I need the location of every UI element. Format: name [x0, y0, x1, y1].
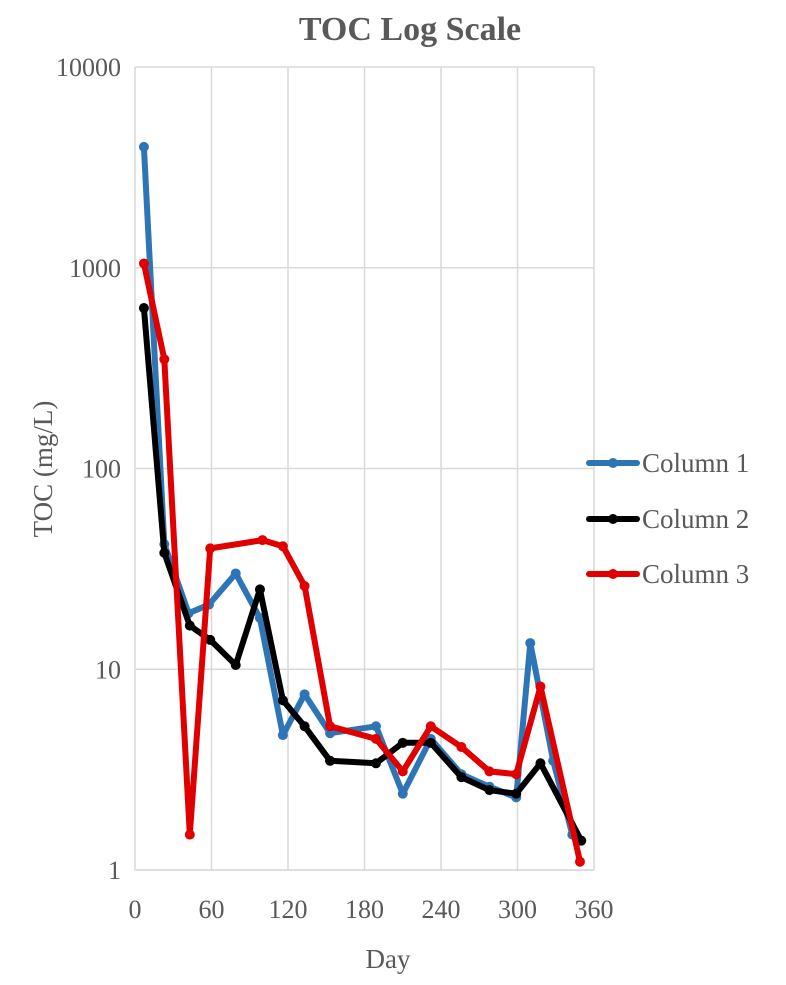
data-point: [397, 766, 408, 777]
data-point: [325, 728, 336, 739]
data-point: [484, 785, 495, 796]
x-tick-label: 60: [199, 895, 225, 924]
data-point: [230, 568, 241, 579]
data-point: [184, 620, 195, 631]
data-point: [525, 638, 536, 649]
data-point: [425, 737, 436, 748]
y-tick-label: 1000: [69, 254, 121, 283]
data-point: [511, 769, 522, 780]
chart-title: TOC Log Scale: [299, 11, 521, 48]
y-tick-label: 10000: [56, 53, 121, 82]
data-point: [397, 737, 408, 748]
data-point: [257, 535, 268, 546]
legend-label-2: Column 2: [642, 504, 749, 534]
data-point: [456, 741, 467, 752]
data-point: [254, 584, 265, 595]
y-tick-label: 100: [82, 455, 121, 484]
legend-marker-3: [608, 569, 618, 579]
x-tick-label: 300: [498, 895, 537, 924]
data-point: [484, 766, 495, 777]
data-point: [456, 772, 467, 783]
data-point: [425, 721, 436, 732]
data-point: [277, 541, 288, 552]
data-point: [159, 547, 170, 558]
data-point: [370, 733, 381, 744]
data-point: [325, 755, 336, 766]
data-point: [277, 730, 288, 741]
data-point: [138, 303, 149, 314]
y-tick-label: 10: [95, 655, 121, 684]
data-point: [535, 758, 546, 769]
legend-label-3: Column 3: [642, 559, 749, 589]
legend-marker-1: [608, 458, 618, 468]
data-point: [325, 721, 336, 732]
data-point: [299, 689, 310, 700]
x-axis-title: Day: [366, 944, 411, 974]
data-point: [205, 634, 216, 645]
data-point: [299, 580, 310, 591]
series-line-3: [140, 260, 583, 865]
data-point: [397, 788, 408, 799]
data-point: [184, 829, 195, 840]
data-point: [159, 354, 170, 365]
series-area: [138, 141, 587, 867]
y-tick-label: 1: [108, 856, 121, 885]
legend: Column 1 Column 2 Column 3: [586, 448, 749, 589]
x-tick-label: 240: [422, 895, 461, 924]
x-tick-label: 180: [345, 895, 384, 924]
data-point: [277, 695, 288, 706]
legend-marker-2: [608, 514, 618, 524]
axes: 1 10 100 1000 10000 0 60 120 180 240 300 360: [56, 53, 614, 924]
data-point: [574, 856, 585, 867]
legend-label-1: Column 1: [642, 448, 749, 478]
x-tick-label: 360: [575, 895, 614, 924]
data-point: [370, 758, 381, 769]
data-point: [370, 721, 381, 732]
data-point: [535, 681, 546, 692]
x-tick-label: 0: [129, 895, 142, 924]
data-point: [138, 141, 149, 152]
data-point: [299, 721, 310, 732]
y-axis-title: TOC (mg/L): [28, 401, 58, 538]
data-point: [230, 659, 241, 670]
data-point: [205, 543, 216, 554]
x-tick-label: 120: [269, 895, 308, 924]
data-point: [511, 788, 522, 799]
data-point: [138, 258, 149, 269]
